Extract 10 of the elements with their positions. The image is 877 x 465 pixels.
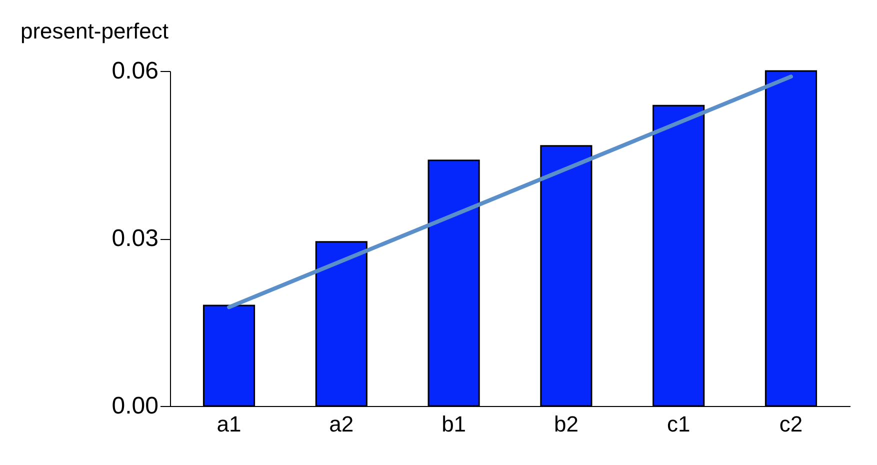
x-tick-label: b1 bbox=[442, 412, 466, 436]
x-tick-label: c1 bbox=[666, 412, 690, 436]
x-tick-label: a1 bbox=[216, 412, 242, 436]
y-tick-label: 0.06 bbox=[112, 58, 158, 84]
x-tick-label: b2 bbox=[554, 412, 578, 436]
x-tick-label: a2 bbox=[329, 412, 354, 436]
y-tick-label: 0.00 bbox=[112, 392, 158, 420]
x-tick-label: c2 bbox=[779, 412, 803, 436]
y-tick-label: 0.03 bbox=[112, 225, 158, 252]
y-axis-title: present-perfect bbox=[20, 18, 168, 44]
